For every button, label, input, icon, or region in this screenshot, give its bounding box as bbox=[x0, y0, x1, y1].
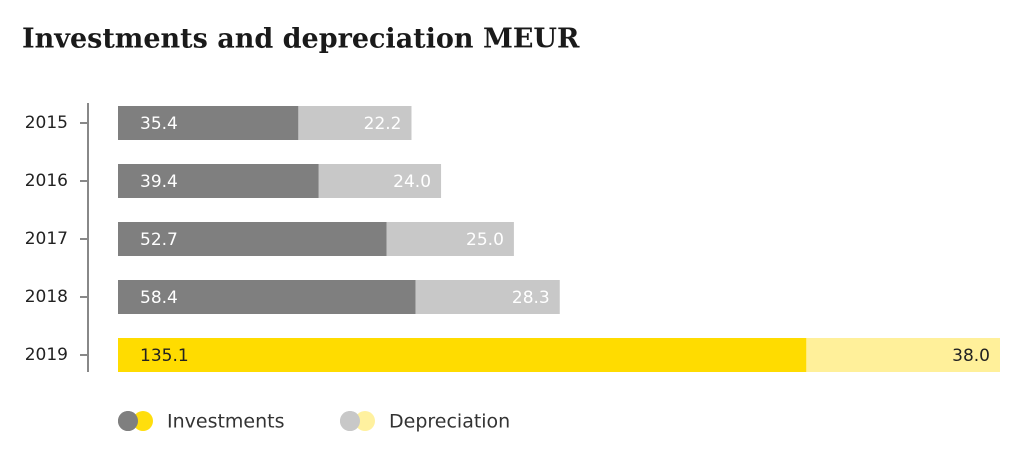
bar-segment bbox=[118, 164, 319, 198]
y-tick-label: 2018 bbox=[25, 287, 68, 307]
bar-segment bbox=[386, 222, 514, 256]
bar-segment bbox=[318, 164, 442, 198]
bar-segment bbox=[118, 280, 416, 314]
value-label: 52.7 bbox=[140, 230, 178, 250]
value-label: 39.4 bbox=[140, 172, 178, 192]
legend-label: Investments bbox=[167, 411, 285, 433]
chart-title: Investments and depreciation MEUR bbox=[22, 24, 580, 55]
value-label: 58.4 bbox=[140, 288, 178, 308]
bar-segment bbox=[415, 280, 560, 314]
bar-segment bbox=[118, 222, 387, 256]
legend-swatch bbox=[355, 411, 375, 431]
value-label: 25.0 bbox=[466, 230, 504, 250]
legend-swatch bbox=[133, 411, 153, 431]
y-tick-label: 2015 bbox=[25, 113, 68, 133]
value-label: 135.1 bbox=[140, 346, 189, 366]
value-label: 22.2 bbox=[364, 114, 402, 134]
y-tick-label: 2016 bbox=[25, 171, 68, 191]
bar-segment bbox=[118, 338, 807, 372]
bar-segment bbox=[806, 338, 1000, 372]
y-tick-label: 2019 bbox=[25, 345, 68, 365]
bar-segment bbox=[118, 106, 299, 140]
value-label: 24.0 bbox=[393, 172, 431, 192]
bar-segment bbox=[298, 106, 412, 140]
value-label: 35.4 bbox=[140, 114, 178, 134]
legend-label: Depreciation bbox=[389, 411, 510, 433]
value-label: 28.3 bbox=[512, 288, 550, 308]
y-tick-label: 2017 bbox=[25, 229, 68, 249]
legend-swatch bbox=[118, 411, 138, 431]
value-label: 38.0 bbox=[952, 346, 990, 366]
legend-swatch bbox=[340, 411, 360, 431]
